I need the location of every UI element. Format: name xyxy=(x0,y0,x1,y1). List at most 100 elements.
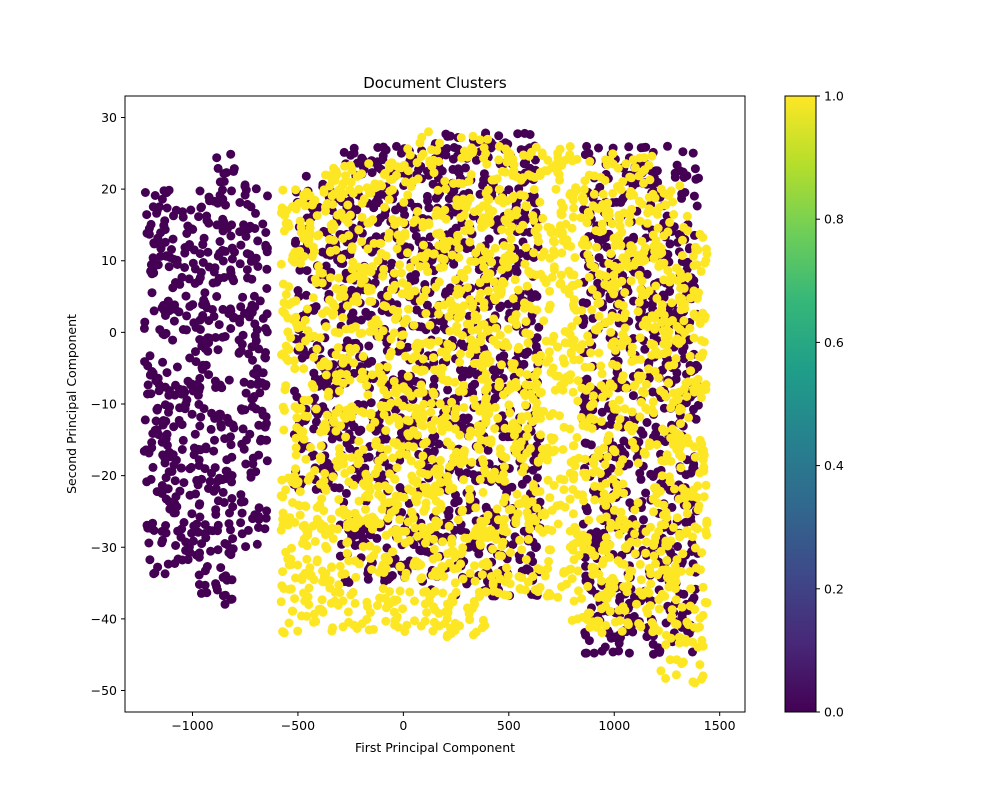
scatter-point xyxy=(480,385,490,395)
scatter-point xyxy=(636,575,646,585)
scatter-point xyxy=(506,548,515,557)
scatter-point xyxy=(551,184,561,194)
scatter-point xyxy=(367,356,377,366)
scatter-point xyxy=(515,555,525,565)
scatter-point xyxy=(358,542,368,552)
scatter-point xyxy=(163,559,173,569)
scatter-point xyxy=(178,207,187,217)
scatter-point xyxy=(262,284,272,293)
scatter-point xyxy=(301,290,311,300)
scatter-point xyxy=(480,531,490,541)
scatter-point xyxy=(652,440,662,450)
scatter-point xyxy=(331,426,341,436)
scatter-point xyxy=(298,521,308,531)
scatter-point xyxy=(357,153,367,163)
scatter-point xyxy=(284,584,294,594)
scatter-point xyxy=(569,335,579,345)
scatter-point xyxy=(330,587,340,597)
scatter-point xyxy=(235,198,245,207)
scatter-point xyxy=(549,446,559,456)
scatter-point xyxy=(641,527,651,537)
scatter-point xyxy=(195,249,205,259)
scatter-point xyxy=(665,217,675,227)
scatter-point xyxy=(391,313,401,322)
scatter-point xyxy=(694,501,704,511)
scatter-point xyxy=(358,445,368,454)
scatter-point xyxy=(465,491,474,501)
scatter-point xyxy=(283,520,293,530)
scatter-point xyxy=(342,336,352,346)
scatter-point xyxy=(431,566,441,576)
scatter-point xyxy=(248,459,258,469)
scatter-point xyxy=(473,442,483,451)
scatter-point xyxy=(580,235,589,245)
scatter-point xyxy=(400,351,410,361)
scatter-point xyxy=(596,381,606,390)
scatter-point xyxy=(656,184,666,194)
scatter-point xyxy=(247,342,257,352)
scatter-point xyxy=(606,518,616,528)
scatter-point xyxy=(494,195,504,205)
scatter-point xyxy=(226,149,236,159)
scatter-point xyxy=(195,499,205,509)
scatter-point xyxy=(258,313,268,323)
scatter-point xyxy=(442,437,452,447)
scatter-point xyxy=(532,398,542,408)
scatter-point xyxy=(590,495,600,505)
scatter-point xyxy=(589,189,599,199)
scatter-point xyxy=(331,188,341,198)
scatter-point xyxy=(464,604,474,614)
scatter-point xyxy=(549,481,559,490)
scatter-point xyxy=(665,581,675,591)
scatter-point xyxy=(499,590,509,600)
scatter-point xyxy=(586,362,596,372)
scatter-point xyxy=(376,443,386,453)
scatter-point xyxy=(395,561,405,571)
scatter-point xyxy=(555,144,565,154)
scatter-point xyxy=(683,272,693,282)
scatter-point xyxy=(186,380,196,390)
scatter-point xyxy=(529,185,539,194)
scatter-point xyxy=(210,435,219,445)
scatter-point xyxy=(302,266,312,276)
scatter-point xyxy=(577,383,587,393)
scatter-point xyxy=(211,579,221,589)
scatter-point xyxy=(686,293,695,303)
scatter-point xyxy=(628,391,638,401)
scatter-point xyxy=(616,240,626,250)
scatter-point xyxy=(654,373,663,383)
scatter-point xyxy=(475,474,485,484)
scatter-point xyxy=(493,413,503,423)
scatter-point xyxy=(571,525,581,535)
scatter-point xyxy=(202,216,212,226)
scatter-point xyxy=(456,349,465,359)
scatter-point xyxy=(573,396,583,406)
scatter-point xyxy=(453,515,463,525)
scatter-point xyxy=(591,242,601,252)
scatter-point xyxy=(376,239,386,248)
scatter-point xyxy=(239,377,249,387)
scatter-point xyxy=(299,193,309,203)
scatter-point xyxy=(624,248,634,258)
scatter-point xyxy=(149,239,159,249)
scatter-point xyxy=(182,311,192,321)
scatter-point xyxy=(520,400,530,410)
scatter-point xyxy=(559,485,569,495)
scatter-point xyxy=(456,213,466,222)
scatter-point xyxy=(556,270,566,280)
scatter-point xyxy=(624,648,634,658)
scatter-point xyxy=(391,383,401,393)
scatter-point xyxy=(465,237,475,247)
scatter-point xyxy=(629,232,638,242)
scatter-point xyxy=(278,279,288,289)
scatter-point xyxy=(437,166,447,176)
scatter-point xyxy=(477,362,487,372)
scatter-point xyxy=(637,236,647,246)
scatter-point xyxy=(412,344,422,354)
scatter-point xyxy=(604,541,614,551)
scatter-point xyxy=(594,204,604,214)
scatter-point xyxy=(623,620,633,630)
scatter-point xyxy=(352,205,362,215)
scatter-point xyxy=(179,518,189,527)
scatter-point xyxy=(690,452,700,462)
